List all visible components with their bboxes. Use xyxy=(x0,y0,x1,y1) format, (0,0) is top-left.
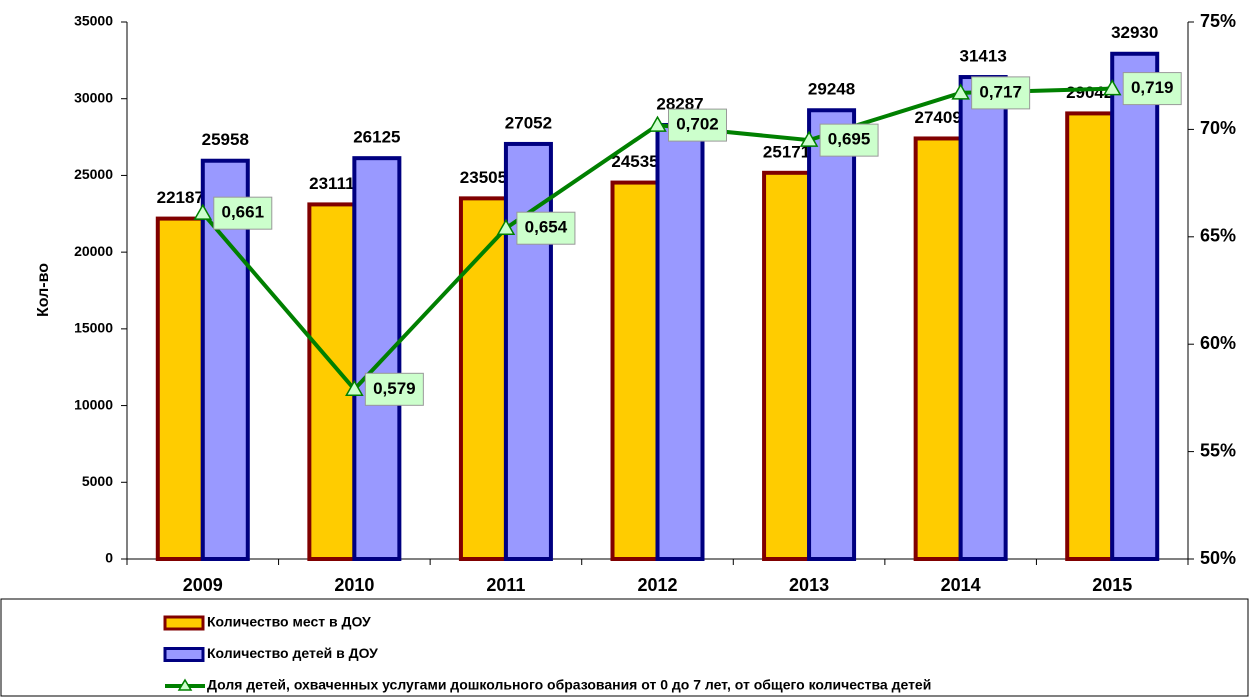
line-value-label: 0,719 xyxy=(1131,78,1174,97)
legend-label: Доля детей, охваченных услугами дошкольн… xyxy=(207,677,931,693)
bar xyxy=(503,141,553,561)
line-marker xyxy=(951,83,970,100)
line-marker xyxy=(345,379,364,397)
bar-value-label: 22187 xyxy=(157,188,204,207)
line-value-label: 0,695 xyxy=(828,130,871,149)
y-tick-label: 15000 xyxy=(74,320,113,336)
bar-value-label: 25171 xyxy=(763,142,810,161)
bar-value-label: 25958 xyxy=(202,130,249,149)
y2-tick-label: 55% xyxy=(1200,440,1236,460)
value-label-box xyxy=(668,108,727,142)
bar-value-label: 31413 xyxy=(960,47,1007,66)
value-label-box xyxy=(516,211,576,245)
bar xyxy=(762,170,812,562)
y2-tick-label: 60% xyxy=(1200,333,1236,353)
line-value-label: 0,661 xyxy=(222,203,265,222)
value-label-box xyxy=(971,76,1031,110)
bar xyxy=(913,136,963,562)
legend-swatch xyxy=(163,615,205,631)
y2-tick-label: 70% xyxy=(1200,118,1236,138)
legend-swatch xyxy=(163,647,205,662)
legend-label: Количество детей в ДОУ xyxy=(207,645,378,661)
bar-value-label: 29248 xyxy=(808,80,855,99)
line-marker xyxy=(799,130,819,147)
bar-value-label: 32930 xyxy=(1111,23,1158,42)
x-tick-label: 2014 xyxy=(941,575,981,595)
line-marker xyxy=(193,203,213,220)
bar xyxy=(610,180,660,562)
line-marker xyxy=(496,218,516,235)
value-label-box xyxy=(213,196,273,230)
bar-value-label: 24535 xyxy=(611,152,658,171)
line-value-label: 0,654 xyxy=(525,218,568,237)
y2-tick-label: 75% xyxy=(1200,11,1236,31)
y-tick-label: 25000 xyxy=(74,166,113,182)
x-tick-label: 2010 xyxy=(334,575,374,595)
y-tick-label: 10000 xyxy=(74,396,113,412)
bar-value-label: 23111 xyxy=(309,174,354,193)
value-label-box xyxy=(1122,72,1182,106)
legend-marker xyxy=(177,678,193,691)
value-label-box xyxy=(819,123,879,157)
y-tick-label: 0 xyxy=(105,550,113,566)
line-marker xyxy=(648,115,667,132)
line-marker xyxy=(1102,79,1122,96)
bar xyxy=(1110,51,1160,562)
x-tick-label: 2009 xyxy=(183,575,223,595)
y2-tick-label: 65% xyxy=(1200,226,1236,246)
bar xyxy=(655,122,705,561)
bar xyxy=(1065,111,1115,561)
y2-tick-label: 50% xyxy=(1200,548,1236,568)
bar-value-label: 23505 xyxy=(460,168,507,187)
y-tick-label: 5000 xyxy=(82,473,113,489)
bar-value-label: 27409 xyxy=(915,108,962,127)
bar xyxy=(352,156,402,562)
y-tick-label: 20000 xyxy=(74,243,113,259)
line-value-label: 0,717 xyxy=(979,82,1022,101)
bar xyxy=(155,216,205,561)
value-label-box xyxy=(364,372,424,406)
x-tick-label: 2011 xyxy=(486,575,525,595)
bar xyxy=(458,196,508,561)
x-tick-label: 2012 xyxy=(637,575,677,595)
y-axis-label: Кол-во xyxy=(35,263,52,317)
y-tick-label: 35000 xyxy=(74,13,113,29)
x-tick-label: 2013 xyxy=(789,575,829,595)
bar xyxy=(958,75,1008,562)
x-tick-label: 2015 xyxy=(1092,575,1132,595)
line-value-label: 0,579 xyxy=(373,379,416,398)
legend-box xyxy=(0,598,1249,697)
bar-value-label: 26125 xyxy=(353,128,400,147)
bar xyxy=(807,108,857,562)
y-tick-label: 30000 xyxy=(74,89,113,105)
line-value-label: 0,702 xyxy=(676,115,719,134)
bar-value-label: 27052 xyxy=(505,113,552,132)
legend-label: Количество мест в ДОУ xyxy=(207,614,371,630)
